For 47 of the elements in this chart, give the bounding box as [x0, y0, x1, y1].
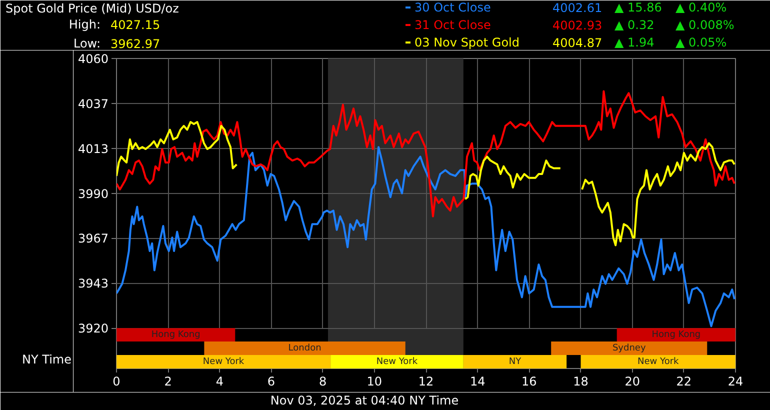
text: ▲ 1.94	[614, 36, 654, 50]
x-tick-label: 0	[112, 374, 120, 388]
x-tick-label: 12	[418, 374, 434, 388]
y-tick-label: 3967	[78, 232, 109, 246]
x-tick-label: 6	[267, 374, 276, 388]
band-label: New York	[202, 356, 245, 367]
text: ▲ 0.008%	[676, 18, 734, 32]
text: ▲ 0.32	[614, 18, 654, 32]
band-label: New York	[376, 356, 418, 367]
chart-title: Spot Gold Price (Mid) USD/oz	[6, 2, 179, 16]
text: High:	[68, 18, 100, 32]
band-label: Hong Kong	[151, 330, 200, 340]
x-tick-label: 24	[728, 374, 744, 388]
text: Low:	[73, 36, 101, 50]
band-label: NY	[508, 356, 522, 367]
y-tick-label: 4037	[78, 96, 109, 111]
x-tick-label: 20	[624, 374, 640, 388]
x-tick-label: 16	[522, 374, 537, 388]
x-axis-title: NY Time	[22, 352, 72, 366]
legend-label: 31 Oct Close	[414, 18, 491, 32]
y-tick-label: 3920	[78, 322, 109, 336]
text: 4002.93	[552, 18, 602, 32]
text: ▲ 0.40%	[676, 0, 727, 14]
y-tick-label: 3990	[78, 186, 109, 201]
x-tick-label: 14	[470, 374, 486, 388]
text: 4002.61	[552, 1, 602, 15]
text: 4004.87	[552, 36, 602, 50]
band-label: London	[288, 343, 322, 354]
text: ▲ 0.05%	[676, 36, 727, 50]
x-tick-label: 4	[216, 374, 224, 388]
band-label: New York	[638, 356, 680, 367]
text: ▲ 15.86	[614, 0, 662, 14]
x-tick-label: 8	[319, 374, 327, 388]
y-tick-label: 4060	[78, 52, 109, 66]
text: Nov 03, 2025 at 04:40 NY Time	[270, 394, 459, 408]
x-tick-label: 10	[366, 374, 382, 388]
x-tick-label: 2	[164, 374, 172, 388]
legend-label: 30 Oct Close	[414, 0, 491, 14]
y-tick-label: 4013	[78, 142, 109, 156]
x-tick-label: 22	[676, 374, 692, 388]
x-tick-label: 18	[573, 374, 588, 388]
y-tick-label: 3943	[78, 276, 109, 291]
band-label: Hong Kong	[652, 330, 701, 340]
text: 4027.15	[110, 18, 160, 32]
text: 3962.97	[110, 37, 160, 51]
legend-label: 03 Nov Spot Gold	[414, 36, 520, 50]
band-label: Sydney	[612, 343, 646, 354]
